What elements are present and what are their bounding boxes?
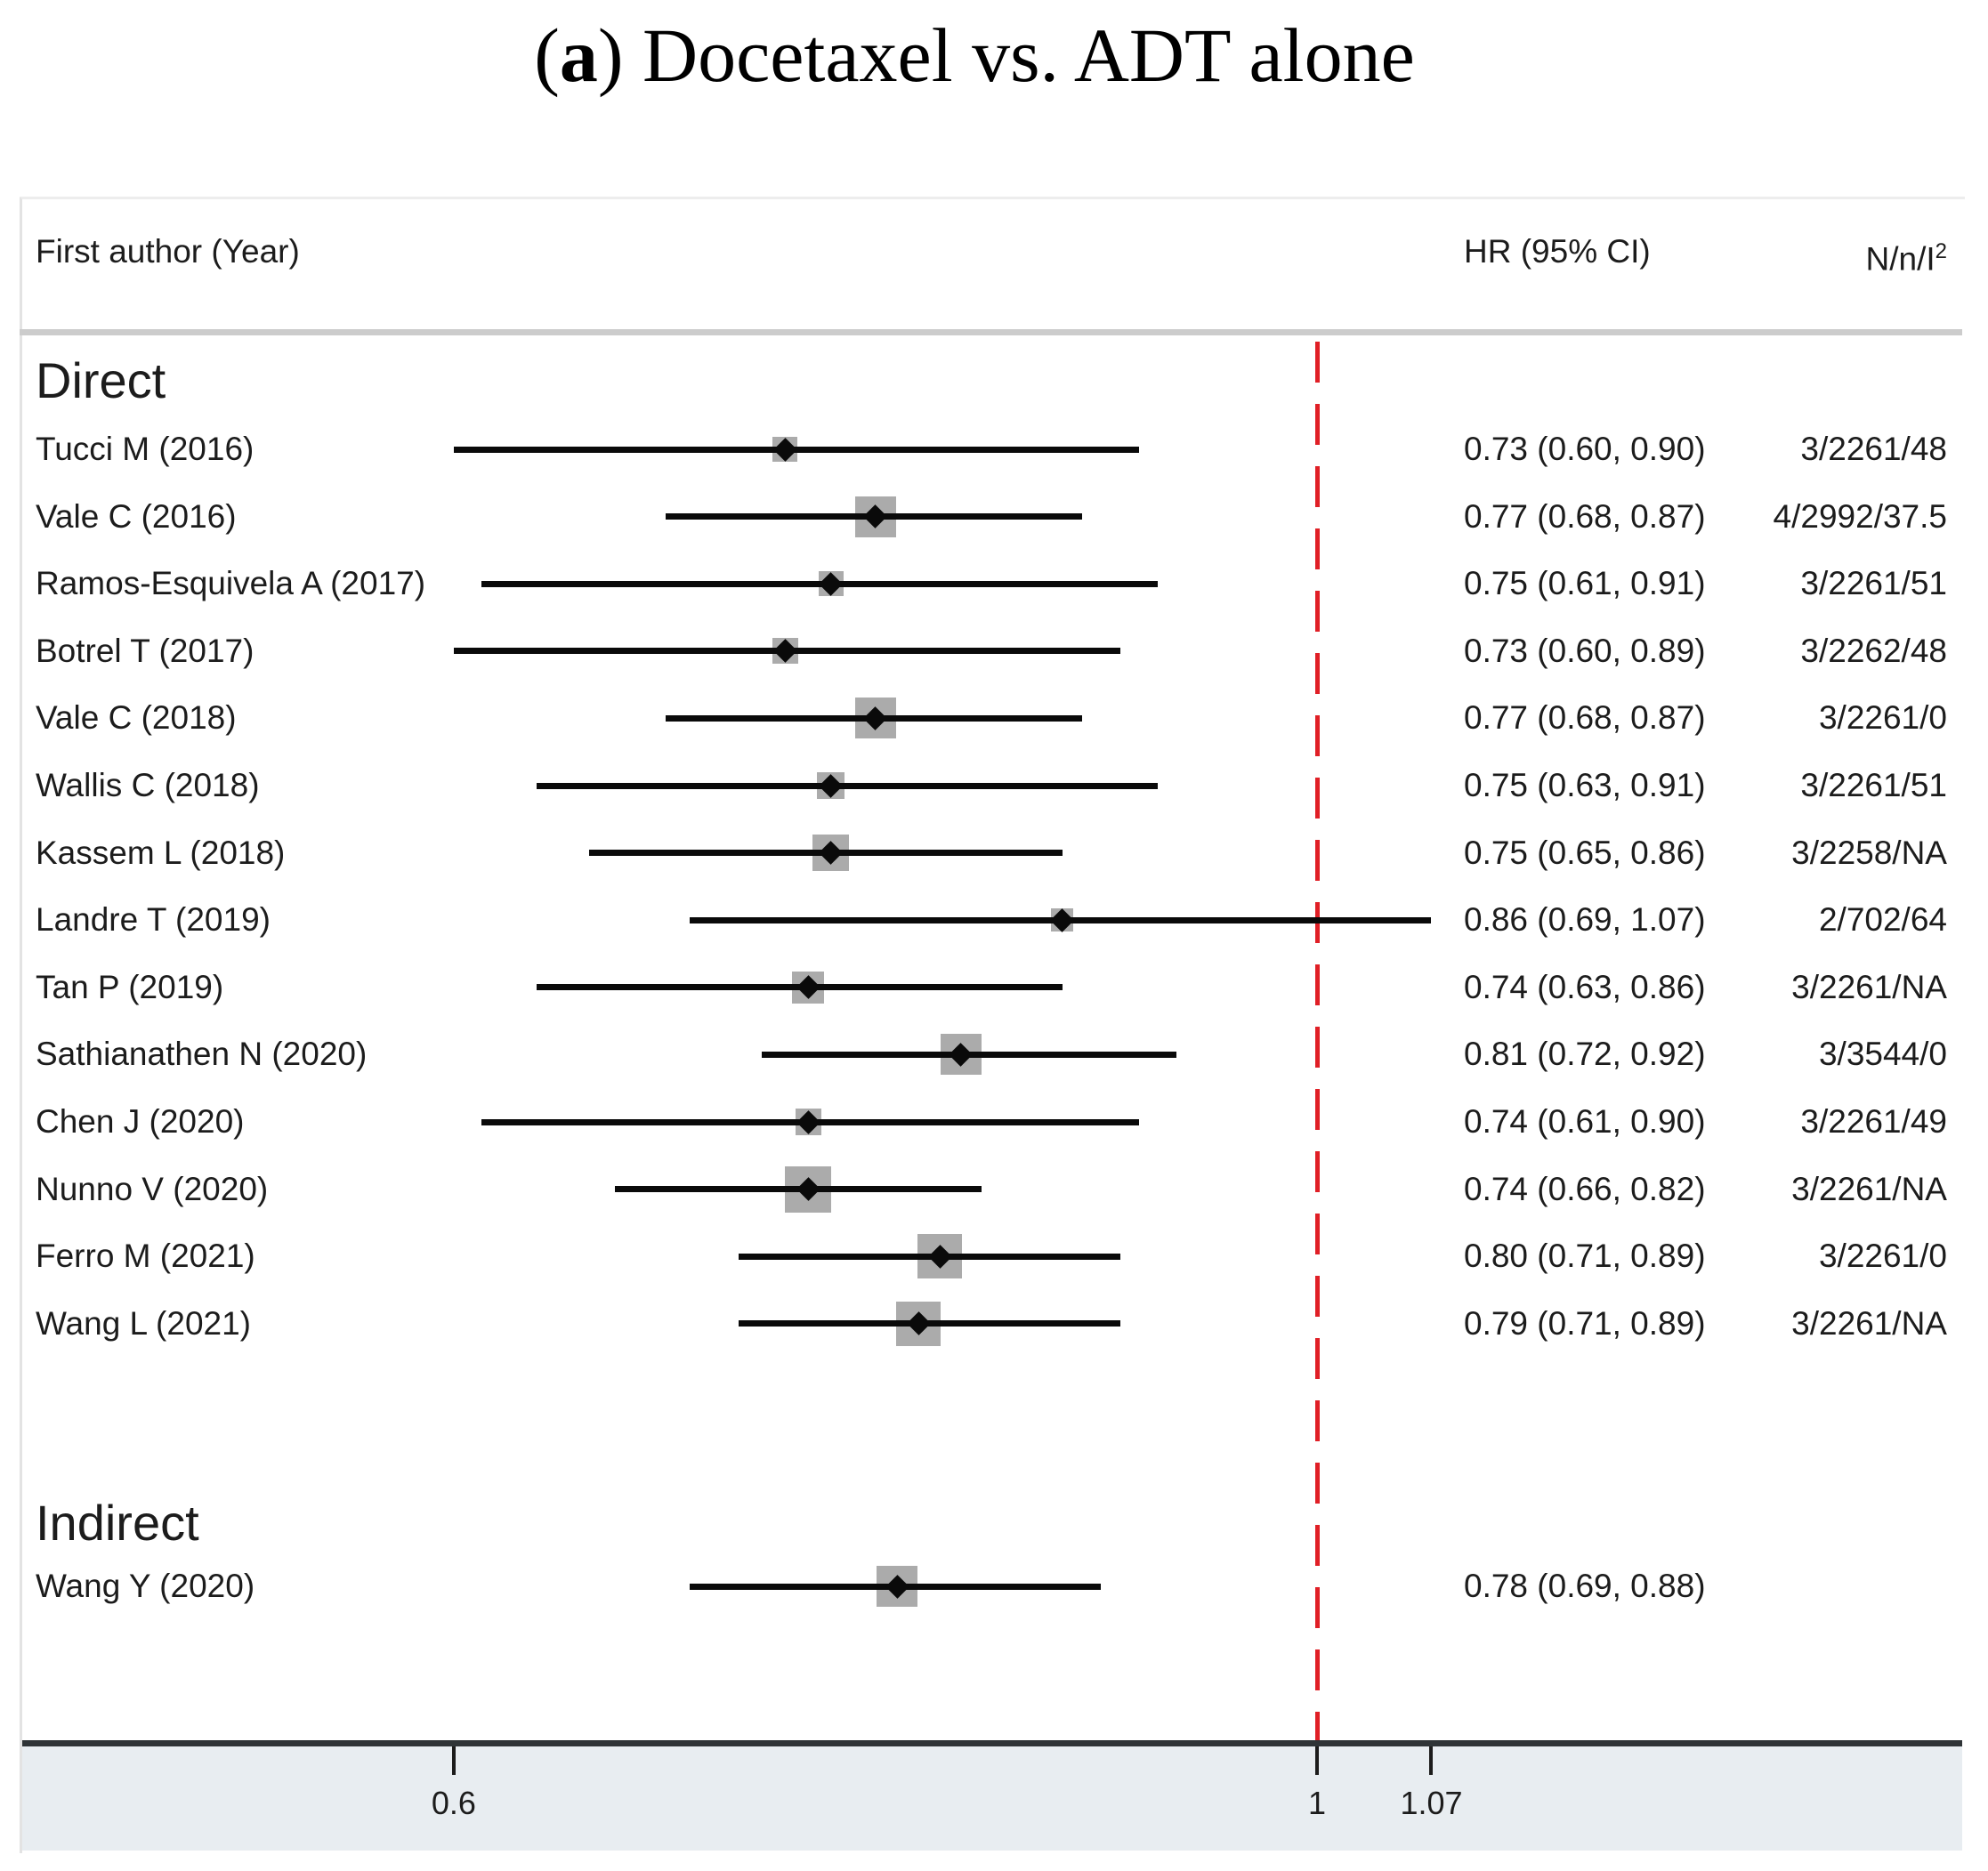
nni2-superscript: 2 [1935, 239, 1947, 263]
header-divider [20, 329, 1962, 335]
title-panel-letter: a [559, 12, 598, 98]
title-text: Docetaxel vs. ADT alone [623, 12, 1415, 98]
title-close-paren: ) [597, 12, 624, 98]
axis-tick [1315, 1746, 1319, 1775]
axis-band [22, 1746, 1962, 1851]
section-header: Direct [36, 352, 166, 408]
column-header-study: First author (Year) [36, 233, 300, 270]
x-axis-line [22, 1740, 1962, 1746]
column-header-nni2: N/n/I2 [1865, 229, 1948, 278]
axis-tick-label: 1 [1307, 1785, 1327, 1821]
axis-tick [451, 1746, 456, 1775]
axis-tick-label: 0.6 [431, 1785, 476, 1821]
figure-title: (a) Docetaxel vs. ADT alone [0, 11, 1949, 100]
section-header: Indirect [36, 1495, 199, 1551]
reference-line [1314, 342, 1320, 1743]
axis-tick [1429, 1746, 1434, 1775]
nni2-base: N/n/I [1865, 240, 1935, 278]
column-header-hr: HR (95% CI) [1464, 233, 1651, 270]
title-open-paren: ( [534, 12, 560, 98]
plot-panel [20, 197, 1965, 1853]
axis-tick-label: 1.07 [1400, 1785, 1463, 1821]
